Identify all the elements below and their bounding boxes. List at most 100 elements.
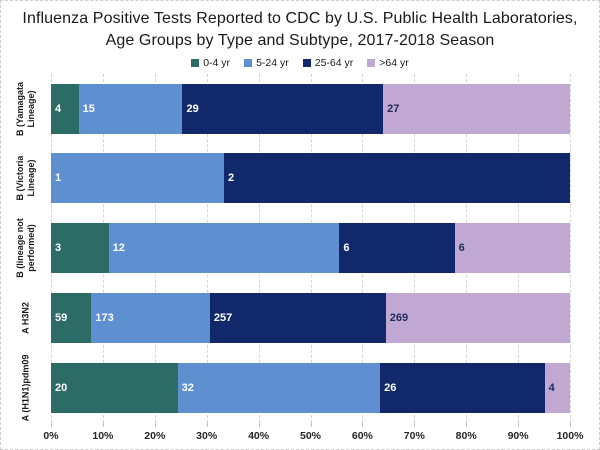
x-tick-label: 30% xyxy=(196,429,218,442)
bar-segment-label: 3 xyxy=(55,242,62,255)
legend-swatch-icon xyxy=(302,58,311,67)
x-tick-label: 40% xyxy=(248,429,270,442)
bar-segment-label: 15 xyxy=(82,102,95,115)
bar-segment-label: 20 xyxy=(55,381,68,394)
bar-segment-label: 59 xyxy=(55,312,68,325)
x-tick-label: 10% xyxy=(92,429,114,442)
x-axis: 0% 10% 20% 30% 40% 50% 60% 70% 80% 90% 100% xyxy=(43,422,583,449)
x-tick-label: 100% xyxy=(556,429,584,442)
bar-row: 59 173 257 269 xyxy=(51,283,570,353)
legend: 0-4 yr 5-24 yr 25-64 yr >64 yr xyxy=(1,55,599,71)
bar-segment-label: 269 xyxy=(389,312,409,325)
x-tick-mark xyxy=(466,422,468,427)
y-axis-label-cell: B (Victoria Lineage) xyxy=(1,144,51,214)
plot-region: B (Yamagata Lineage) B (Victoria Lineage)… xyxy=(1,73,599,423)
y-axis-label: A H3N2 xyxy=(20,302,31,334)
x-tick-mark xyxy=(102,422,104,427)
bar-segment-label: 32 xyxy=(181,381,194,394)
bar-segment: 6 xyxy=(339,223,455,274)
plot-area: 4 15 29 27 1 2 3 12 6 6 59 173 257 269 20 32 26 4 xyxy=(51,73,571,423)
y-axis-label: B (lineage not performed) xyxy=(15,218,36,279)
legend-swatch-icon xyxy=(244,58,253,67)
y-axis-label-cell: A (H1N1)pdm09 xyxy=(1,353,51,423)
bar-segment-label: 2 xyxy=(228,172,235,185)
bar-segment: 32 xyxy=(177,362,381,413)
y-axis-label-cell: A H3N2 xyxy=(1,283,51,353)
bar-segment: 29 xyxy=(182,83,384,134)
bar-row: 3 12 6 6 xyxy=(51,213,570,283)
stacked-bar: 3 12 6 6 xyxy=(51,223,570,274)
legend-label: 0-4 yr xyxy=(203,56,231,69)
bar-segment: 4 xyxy=(51,83,79,134)
bar-segment: 15 xyxy=(78,83,183,134)
legend-item: >64 yr xyxy=(367,56,409,69)
x-tick-label: 60% xyxy=(351,429,373,442)
stacked-bar: 4 15 29 27 xyxy=(51,83,570,134)
y-axis-labels: B (Yamagata Lineage) B (Victoria Lineage)… xyxy=(1,74,51,423)
y-axis-label-cell: B (Yamagata Lineage) xyxy=(1,74,51,144)
y-axis-label: A (H1N1)pdm09 xyxy=(20,354,31,422)
bar-segment-label: 12 xyxy=(112,242,125,255)
legend-item: 0-4 yr xyxy=(191,57,230,69)
x-tick-mark xyxy=(414,422,416,427)
bar-segment: 257 xyxy=(209,293,386,344)
x-tick-label: 50% xyxy=(299,429,322,442)
x-tick-label: 20% xyxy=(144,429,166,442)
y-axis-label: B (Yamagata Lineage) xyxy=(15,81,36,136)
y-axis-label-cell: B (lineage not performed) xyxy=(1,213,51,283)
bar-segment: 1 xyxy=(51,153,224,204)
x-tick-mark xyxy=(570,422,571,427)
bar-segment: 173 xyxy=(91,293,210,344)
bar-segment: 26 xyxy=(380,362,545,413)
x-tick-mark xyxy=(258,422,260,427)
bar-row: 20 32 26 4 xyxy=(51,353,570,423)
chart-title: Influenza Positive Tests Reported to CDC… xyxy=(22,10,578,50)
bar-segment-label: 6 xyxy=(458,242,465,255)
x-tick-mark xyxy=(310,422,312,427)
legend-swatch-icon xyxy=(191,58,200,67)
bar-segment-label: 4 xyxy=(55,102,62,115)
x-tick-label: 80% xyxy=(455,429,477,442)
bar-segment-label: 6 xyxy=(343,242,350,255)
legend-item: 25-64 yr xyxy=(302,56,354,69)
bar-segment: 59 xyxy=(51,293,92,344)
bar-segment: 4 xyxy=(544,362,570,413)
x-tick-mark xyxy=(518,422,520,427)
bar-segment-label: 4 xyxy=(548,381,555,394)
legend-label: 5-24 yr xyxy=(256,56,289,69)
bar-segment: 269 xyxy=(385,293,570,344)
legend-swatch-icon xyxy=(367,58,376,67)
bar-segment-label: 257 xyxy=(213,312,233,325)
stacked-bar: 20 32 26 4 xyxy=(51,362,570,413)
bar-segment: 12 xyxy=(108,223,340,274)
x-tick-mark xyxy=(154,422,156,427)
x-tick-label: 70% xyxy=(403,429,425,442)
bar-segment-label: 29 xyxy=(186,102,199,115)
x-tick-mark xyxy=(206,422,208,427)
legend-label: 25-64 yr xyxy=(314,56,354,69)
bar-row: 4 15 29 27 xyxy=(51,74,570,144)
bar-rows: 4 15 29 27 1 2 3 12 6 6 59 173 257 269 20 32 26 4 xyxy=(51,74,570,423)
gridline xyxy=(570,73,571,423)
bar-segment-label: 27 xyxy=(387,102,400,115)
y-axis-label: B (Victoria Lineage) xyxy=(15,156,36,201)
x-tick-mark xyxy=(51,422,52,427)
x-tick-label: 0% xyxy=(43,429,59,442)
legend-item: 5-24 yr xyxy=(244,57,289,69)
bar-segment: 2 xyxy=(224,153,570,204)
bar-segment-label: 26 xyxy=(384,381,397,394)
legend-label: >64 yr xyxy=(379,56,409,69)
bar-segment: 27 xyxy=(383,83,570,134)
bar-segment: 3 xyxy=(51,223,109,274)
x-tick-label: 90% xyxy=(507,429,529,442)
x-axis-row: 0% 10% 20% 30% 40% 50% 60% 70% 80% 90% 100% xyxy=(1,422,599,449)
x-tick-mark xyxy=(362,422,364,427)
bar-segment: 6 xyxy=(454,223,570,274)
bar-segment-label: 173 xyxy=(95,312,114,325)
bar-segment: 20 xyxy=(51,362,178,413)
bar-segment-label: 1 xyxy=(55,172,62,185)
stacked-bar: 59 173 257 269 xyxy=(51,293,570,344)
